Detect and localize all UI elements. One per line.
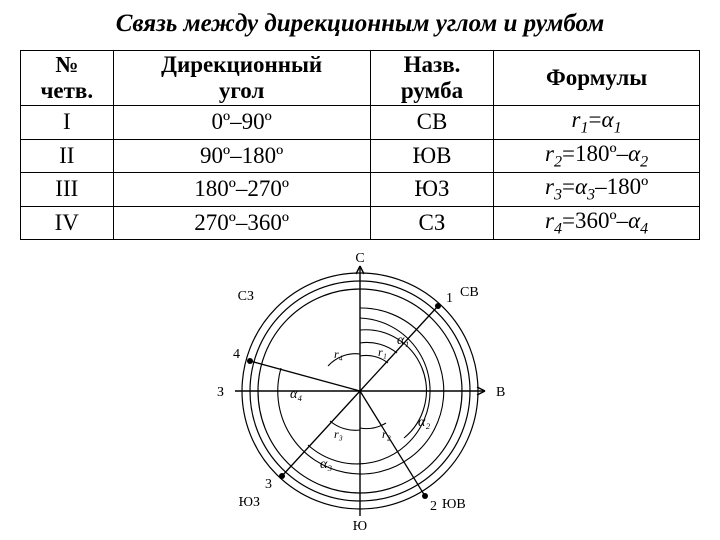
table-header-row: №четв. Дирекционныйугол Назв.румба Форму… (21, 51, 700, 106)
header-angle: Дирекционныйугол (113, 51, 370, 106)
cell-quarter: I (21, 106, 114, 140)
table-row: IV 270º–360º СЗ r4=360º–α4 (21, 206, 700, 240)
cell-formula: r2=180º–α2 (494, 139, 700, 173)
label-p3: 3 (265, 477, 272, 492)
label-p1: 1 (446, 291, 453, 306)
label-se: ЮВ (442, 497, 466, 512)
cell-quarter: IV (21, 206, 114, 240)
cell-rumb: СЗ (370, 206, 493, 240)
cell-quarter: II (21, 139, 114, 173)
label-a2: α₂ (418, 415, 430, 430)
label-r2: r₂ (382, 427, 391, 441)
label-south: Ю (353, 519, 367, 533)
header-rumb: Назв.румба (370, 51, 493, 106)
header-formulas: Формулы (494, 51, 700, 106)
compass-diagram: С В Ю З СВ ЮВ ЮЗ СЗ 1 2 3 4 α₁ α₂ α₃ α₄ … (20, 248, 700, 538)
label-ne: СВ (460, 285, 479, 300)
cell-rumb: ЮЗ (370, 173, 493, 207)
cell-formula: r1=α1 (494, 106, 700, 140)
label-a1: α₁ (397, 333, 409, 348)
cell-quarter: III (21, 173, 114, 207)
label-r1: r₁ (378, 345, 387, 359)
label-sw: ЮЗ (239, 495, 260, 510)
label-a3: α₃ (320, 457, 332, 472)
label-a4: α₄ (290, 387, 302, 402)
cell-range: 0º–90º (113, 106, 370, 140)
rumb-table: №четв. Дирекционныйугол Назв.румба Форму… (20, 50, 700, 240)
table-row: I 0º–90º СВ r1=α1 (21, 106, 700, 140)
table-row: III 180º–270º ЮЗ r3=α3–180º (21, 173, 700, 207)
header-quarter: №четв. (21, 51, 114, 106)
table-row: II 90º–180º ЮВ r2=180º–α2 (21, 139, 700, 173)
label-nw: СЗ (238, 289, 254, 304)
cell-range: 270º–360º (113, 206, 370, 240)
label-p4: 4 (233, 347, 240, 362)
label-r3: r₃ (334, 427, 343, 441)
label-r4: r₄ (334, 347, 343, 361)
cell-rumb: ЮВ (370, 139, 493, 173)
label-north: С (355, 251, 364, 266)
cell-range: 90º–180º (113, 139, 370, 173)
cell-formula: r4=360º–α4 (494, 206, 700, 240)
page-title: Связь между дирекционным углом и румбом (20, 10, 700, 38)
label-east: В (496, 385, 505, 400)
label-west: З (217, 385, 224, 400)
cell-formula: r3=α3–180º (494, 173, 700, 207)
label-p2: 2 (430, 499, 437, 514)
cell-rumb: СВ (370, 106, 493, 140)
cell-range: 180º–270º (113, 173, 370, 207)
